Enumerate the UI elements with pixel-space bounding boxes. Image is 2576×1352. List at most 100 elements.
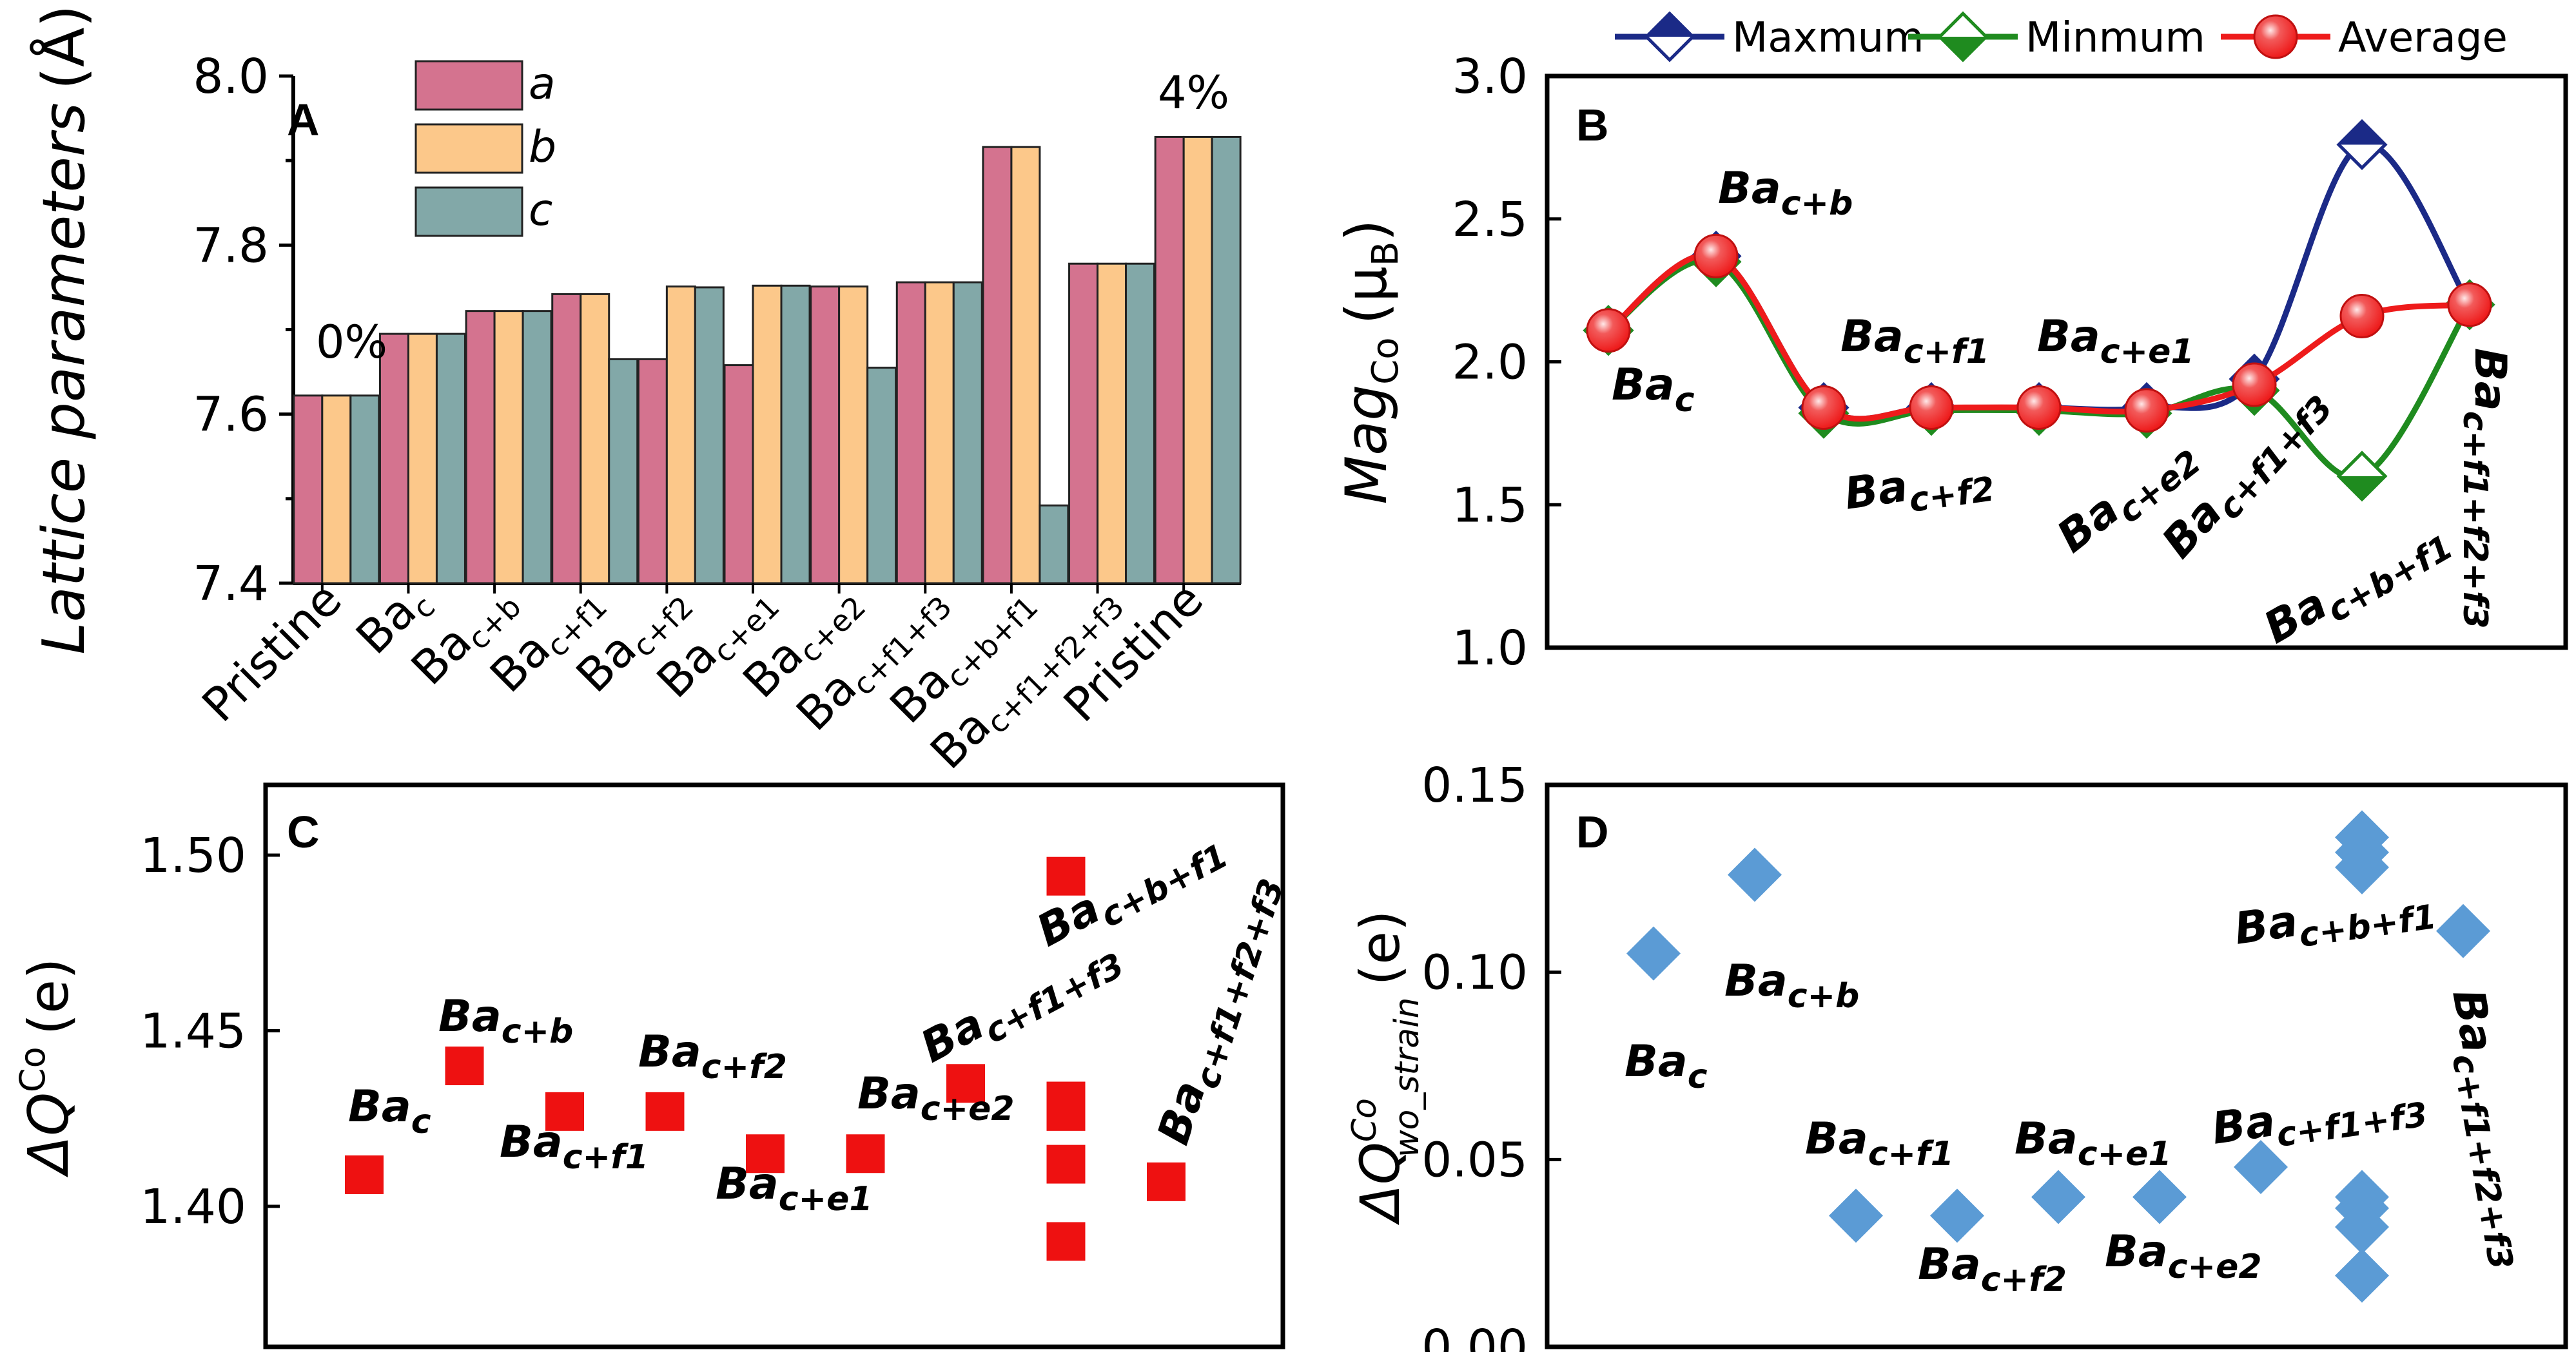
c-point	[846, 1134, 885, 1173]
a-bar-b	[752, 284, 783, 584]
a-bar-c	[1039, 504, 1069, 584]
a-y-tick-label: 8.0	[193, 49, 269, 104]
b-legend-average: Average	[2221, 14, 2508, 62]
c-point	[746, 1134, 785, 1173]
d-point	[2335, 1248, 2389, 1303]
b-panel-label: B	[1576, 100, 1609, 150]
a-bar-c	[780, 284, 811, 584]
b-point-label: Bac+b+f1	[2256, 509, 2459, 661]
d-y-tick-label: 0.00	[1421, 1320, 1528, 1352]
b-point-average	[1586, 308, 1631, 353]
c-point	[1046, 856, 1086, 896]
b-line-minmum	[1606, 257, 2472, 481]
a-bar-c	[608, 358, 639, 584]
d-point-label: Bac+f1	[1805, 1114, 1954, 1173]
a-legend-label-a: a	[529, 59, 556, 110]
a-legend-swatch-c	[415, 186, 523, 237]
a-bar-c	[522, 310, 552, 584]
d-panel-label: D	[1576, 807, 1609, 857]
c-point-label: Bac+b	[438, 991, 573, 1051]
b-point-label: Bac+b	[1718, 163, 1853, 223]
a-panel-label: A	[287, 95, 320, 145]
c-point-label: Bac	[348, 1081, 431, 1141]
b-point-average	[1909, 385, 1954, 430]
a-bar-b	[1097, 262, 1127, 584]
panel-b: 1.0 1.5 2.0 2.5 3.0 MagCo(μB) B Bac Bac+b Bac+f1 B…	[1333, 11, 2568, 676]
d-point	[1930, 1188, 1984, 1243]
d-point-label: Bac+b	[1724, 956, 1859, 1016]
a-annotation-1: 4%	[1158, 66, 1229, 119]
c-y-tick-label: 1.40	[140, 1179, 246, 1235]
d-frame	[1545, 782, 2568, 1349]
a-y-tick-label: 7.8	[193, 218, 269, 273]
c-point	[545, 1092, 584, 1131]
a-bar-b	[924, 281, 955, 584]
b-point-label: Bac+f1+f2+f3	[2455, 348, 2515, 629]
d-point	[2234, 1139, 2288, 1194]
a-bar-b	[665, 285, 696, 584]
b-point-average	[2124, 388, 2169, 433]
a-bar-a	[465, 310, 496, 584]
b-point-label: Bac+f1	[1840, 311, 1989, 371]
a-bar-a	[810, 285, 841, 584]
a-bar-a	[895, 281, 926, 584]
b-point-average	[1693, 233, 1739, 278]
c-point	[345, 1155, 384, 1194]
a-y-label: Lattice parameters(Å)	[29, 5, 98, 654]
d-point-label: Bac	[1625, 1036, 1708, 1096]
d-point	[1728, 847, 1782, 902]
a-bar-a	[723, 364, 754, 584]
c-point-label: Bac+e2	[857, 1068, 1015, 1128]
a-y-tick-label: 7.6	[193, 387, 269, 443]
b-point-label: Bac+f2	[1841, 449, 1997, 528]
c-y-label: ΔQCo(e)	[12, 958, 81, 1177]
d-point-label: Bac+f2	[1918, 1239, 2067, 1299]
a-bar-a	[1068, 262, 1099, 584]
d-point-label: Bac+f1+f3	[2209, 1074, 2430, 1163]
a-legend-swatch-a	[415, 60, 523, 111]
c-point-label: Bac+f1+f3	[913, 927, 1131, 1081]
a-legend-label-b: b	[529, 122, 556, 173]
b-legend-minmum: Minmum	[1908, 11, 2205, 63]
c-point	[1046, 1092, 1086, 1131]
d-point-label: Bac+b+f1	[2231, 876, 2439, 963]
b-legend-maxmum: Maxmum	[1615, 11, 1924, 63]
a-bar-c	[435, 333, 466, 584]
b-y-tick-label: 1.0	[1452, 621, 1528, 676]
a-bar-c	[866, 367, 897, 584]
b-point-label: Bac	[1612, 360, 1695, 420]
d-point	[2436, 903, 2490, 958]
b-y-tick-label: 2.5	[1452, 192, 1528, 247]
c-point-label: Bac+f1	[500, 1117, 649, 1177]
d-point-label: Bac+e2	[2105, 1226, 2262, 1286]
d-point	[1626, 926, 1681, 981]
a-bar-a	[378, 333, 409, 584]
a-bar-b	[580, 293, 610, 584]
c-point-label: Bac+f1+f2+f3	[1148, 867, 1292, 1153]
d-point	[1829, 1188, 1883, 1243]
a-bar-c	[349, 394, 380, 584]
b-point-average	[2232, 362, 2277, 407]
a-legend-label-c: c	[529, 185, 552, 236]
a-annotation-0: 0%	[316, 316, 387, 369]
c-point	[445, 1047, 484, 1085]
a-bar-a	[1154, 135, 1185, 584]
a-y-tick-label: 7.4	[193, 556, 269, 612]
d-y-tick-label: 0.05	[1421, 1132, 1528, 1188]
d-point	[2335, 1199, 2389, 1254]
b-y-tick-label: 2.0	[1452, 335, 1528, 391]
c-panel-label: C	[287, 807, 320, 857]
b-point-average	[2447, 282, 2492, 327]
b-point-label: Bac+e1	[2037, 311, 2194, 371]
c-y-tick-label: 1.45	[140, 1004, 246, 1059]
c-point-label: Bac+f2	[638, 1027, 787, 1086]
b-y-label: MagCo(μB)	[1333, 219, 1407, 504]
a-bar-a	[637, 358, 668, 584]
a-bar-c	[1125, 262, 1156, 584]
c-point	[946, 1064, 985, 1103]
a-bar-a	[293, 394, 324, 584]
a-bar-c	[952, 281, 983, 584]
